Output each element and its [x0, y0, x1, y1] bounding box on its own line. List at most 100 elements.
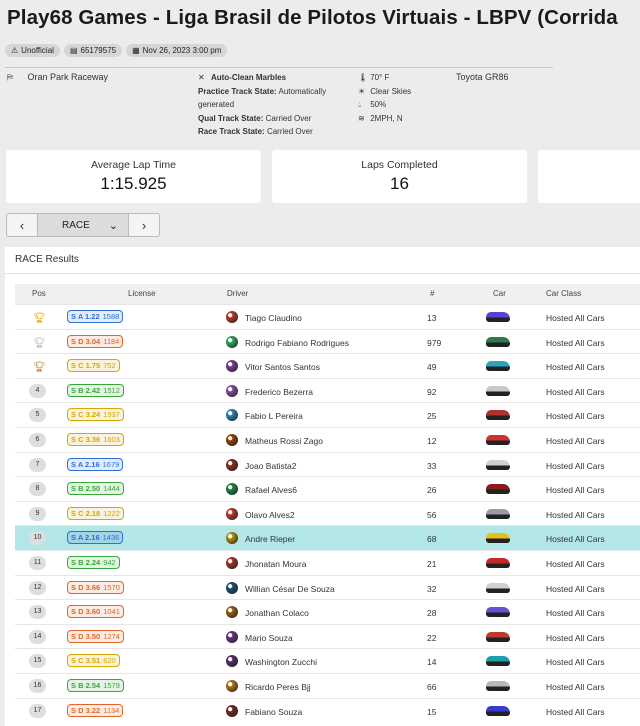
average-lap-value: 1:15.925	[100, 174, 167, 193]
position-badge: 16	[29, 678, 46, 693]
table-row[interactable]: 6 S C 3.36 1603 Matheus Rossi Zago 12 Hosted …	[15, 426, 640, 452]
helmet-icon	[226, 606, 238, 619]
irating: 1603	[103, 434, 120, 444]
sky-condition: Clear Skies	[370, 86, 412, 96]
safety-icon: S	[71, 508, 79, 518]
col-pos[interactable]: Pos	[32, 289, 46, 298]
driver-name[interactable]: Tiago Claudino	[245, 313, 302, 323]
safety-icon: S	[71, 484, 79, 494]
table-row[interactable]: 🏆︎ S C 1.75 752 Vitor Santos Santos 49 Hosted…	[15, 353, 640, 378]
car-class: Hosted All Cars	[546, 435, 605, 446]
table-row[interactable]: 10 S A 2.16 1436 Andre Rieper 68 Hosted All C…	[15, 525, 640, 550]
safety-icon: S	[71, 312, 78, 321]
driver-name[interactable]: Willian César De Souza	[245, 583, 335, 594]
safety-icon: S	[71, 557, 79, 567]
car-info: Toyota GR86	[456, 71, 509, 85]
prev-session-button[interactable]: ‹	[6, 213, 38, 237]
table-row[interactable]: 9 S C 2.18 1222 Olavo Alves2 56 Hosted All Ca…	[15, 500, 640, 526]
table-row[interactable]: 14 S D 3.50 1274 Mario Souza 22 Hosted All Ca…	[15, 623, 640, 649]
driver-name[interactable]: Frederico Bezerra	[245, 386, 314, 397]
irating: 1937	[103, 410, 120, 420]
irating: 752	[103, 361, 116, 371]
car-number: 26	[427, 485, 437, 496]
table-row[interactable]: 11 S B 2.24 942 Jhonatan Moura 21 Hosted All …	[15, 549, 640, 575]
table-row[interactable]: 12 S D 3.66 1570 Willian César De Souza 32 Ho…	[15, 574, 640, 600]
driver-name[interactable]: Washington Zucchi	[245, 657, 317, 668]
driver-name[interactable]: Andre Rieper	[245, 534, 296, 545]
session-select[interactable]: RACE ⌄	[38, 213, 128, 237]
irating: 1184	[103, 336, 120, 346]
driver-name[interactable]: Mario Souza	[245, 632, 293, 643]
irating: 1512	[103, 385, 120, 395]
car-number: 12	[427, 435, 437, 446]
license-badge: S C 1.75 752	[67, 359, 120, 373]
qual-state-label: Qual Track State:	[198, 113, 264, 123]
car-number: 33	[427, 460, 437, 471]
car-class: Hosted All Cars	[546, 706, 605, 717]
license-class: A 2.16	[77, 459, 100, 469]
table-row[interactable]: 7 S A 2.16 1679 Joao Batista2 33 Hosted All C…	[15, 451, 640, 477]
license-badge: S C 3.24 1937	[67, 408, 124, 422]
driver-name[interactable]: Ricardo Peres Bjj	[245, 681, 311, 692]
trophy-icon: 🏆︎	[33, 362, 46, 374]
car-class: Hosted All Cars	[546, 362, 605, 373]
thermometer-icon: 🌡︎	[358, 73, 369, 82]
col-car[interactable]: Car	[493, 289, 506, 298]
safety-icon: S	[71, 361, 79, 371]
driver-name[interactable]: Rodrigo Fabiano Rodrigues	[245, 337, 349, 348]
driver-name[interactable]: Olavo Alves2	[245, 509, 295, 520]
license-class: D 3.22	[78, 705, 101, 715]
driver-name[interactable]: Rafael Alves6	[245, 485, 297, 496]
helmet-icon	[226, 630, 238, 643]
driver-name[interactable]: Jonathan Colaco	[245, 608, 309, 619]
car-number: 68	[427, 534, 437, 545]
sun-icon: ☀	[358, 86, 366, 96]
driver-name[interactable]: Fabio L Pereira	[245, 411, 303, 422]
table-row[interactable]: 🏆︎ S D 3.04 1184 Rodrigo Fabiano Rodrigues 9…	[15, 328, 640, 354]
irating: 1679	[102, 459, 120, 469]
license-class: C 1.75	[78, 361, 101, 371]
track-name: Oran Park Raceway	[27, 72, 109, 82]
license-badge: S C 3.36 1603	[67, 432, 124, 446]
safety-icon: S	[71, 656, 79, 666]
position-badge: 17	[29, 703, 46, 718]
table-row[interactable]: 5 S C 3.24 1937 Fabio L Pereira 25 Hosted All…	[15, 402, 640, 427]
car-icon	[486, 336, 510, 347]
driver-name[interactable]: Jhonatan Moura	[245, 558, 307, 569]
col-number[interactable]: #	[430, 289, 435, 298]
car-class: Hosted All Cars	[546, 460, 605, 471]
license-badge: S D 3.04 1184	[67, 334, 124, 348]
col-driver[interactable]: Driver	[227, 289, 249, 298]
license-class: C 2.18	[78, 508, 101, 518]
car-number: 66	[427, 681, 437, 692]
safety-icon: S	[71, 607, 79, 617]
driver-name[interactable]: Vitor Santos Santos	[245, 362, 320, 373]
driver-name[interactable]: Fabiano Souza	[245, 706, 303, 717]
driver-name[interactable]: Matheus Rossi Zago	[245, 435, 323, 446]
car-number: 32	[427, 583, 437, 594]
track-icon: ⛿	[7, 73, 13, 82]
race-state-label: Race Track State:	[198, 127, 265, 136]
table-row[interactable]: 13 S D 3.60 1041 Jonathan Colaco 28 Hosted Al…	[15, 599, 640, 624]
position-badge: 15	[29, 654, 46, 669]
position-badge: 5	[29, 408, 46, 423]
table-row[interactable]: 🏆︎ S A 1.22 1588 Tiago Claudino 13 Hosted All…	[15, 304, 640, 329]
track-state-info: ✕ Auto-Clean Marbles Practice Track Stat…	[198, 71, 326, 139]
session-nav: ‹ RACE ⌄ ›	[6, 213, 160, 237]
next-session-button[interactable]: ›	[128, 213, 160, 237]
chevron-down-icon: ⌄	[108, 219, 118, 232]
table-row[interactable]: 8 S B 2.50 1444 Rafael Alves6 26 Hosted All C…	[15, 476, 640, 501]
table-row[interactable]: 15 S C 3.51 620 Washington Zucchi 14 Hosted A…	[15, 648, 640, 673]
position-badge: 13	[29, 605, 46, 620]
col-car-class[interactable]: Car Class	[546, 289, 582, 298]
license-badge: S B 2.50 1444	[67, 482, 124, 496]
driver-name[interactable]: Joao Batista2	[245, 460, 297, 471]
license-class: D 3.04	[78, 336, 101, 346]
table-row[interactable]: 4 S B 2.42 1512 Frederico Bezerra 92 Hosted A…	[15, 377, 640, 403]
col-license[interactable]: License	[128, 289, 156, 298]
license-class: D 3.60	[78, 607, 101, 617]
table-row[interactable]: 17 S D 3.22 1134 Fabiano Souza 15 Hosted All …	[15, 697, 640, 723]
table-row[interactable]: 16 S B 2.54 1579 Ricardo Peres Bjj 66 Hosted …	[15, 672, 640, 698]
position-badge: 11	[29, 555, 46, 570]
car-icon	[486, 508, 510, 519]
